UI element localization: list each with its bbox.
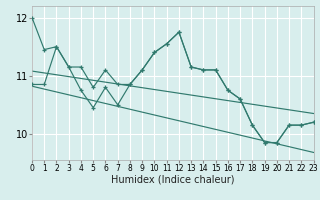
X-axis label: Humidex (Indice chaleur): Humidex (Indice chaleur)	[111, 175, 235, 185]
